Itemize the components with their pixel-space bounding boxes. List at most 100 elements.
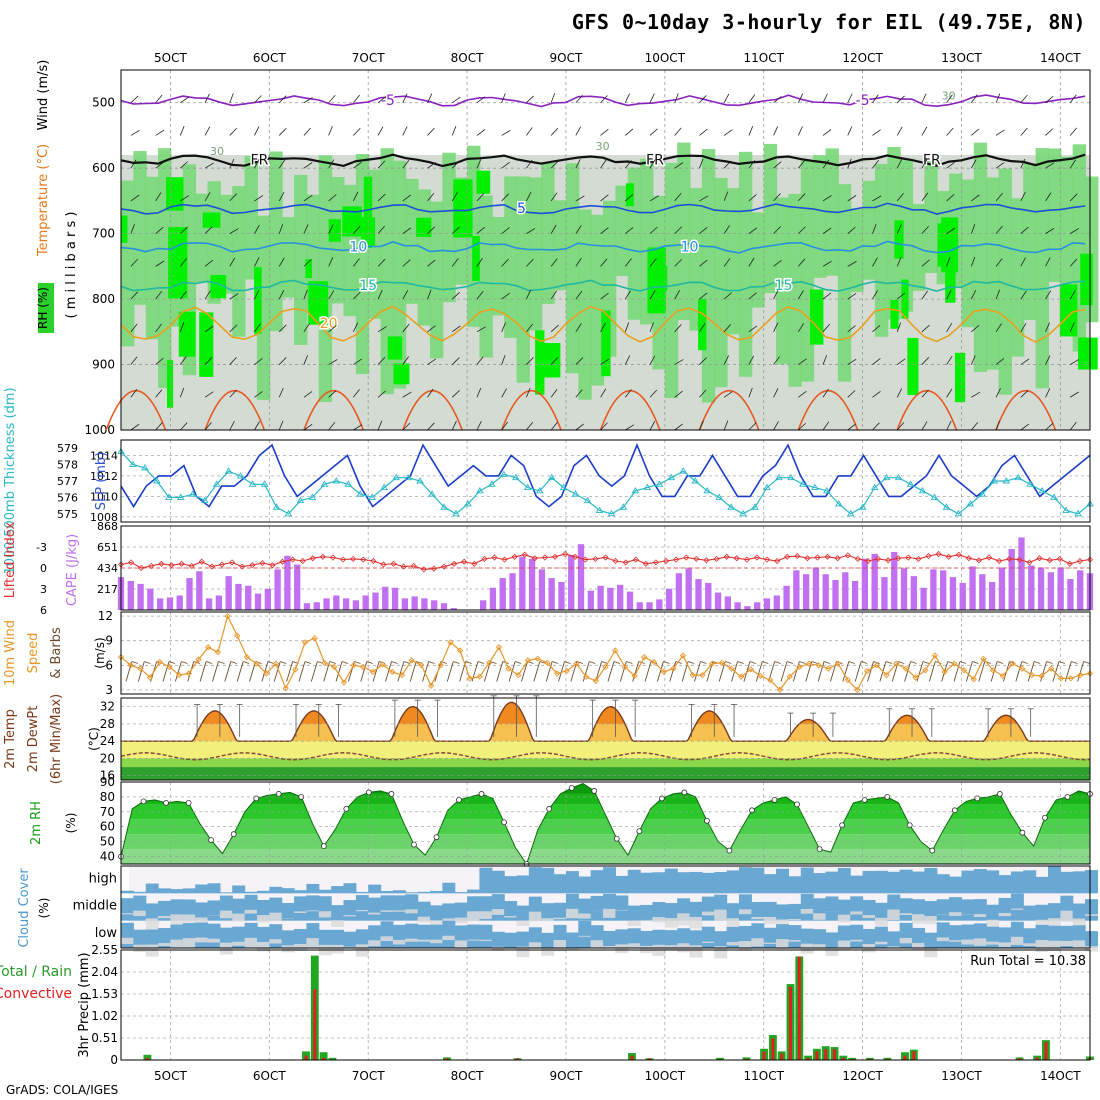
cloud-gap [1085, 914, 1099, 916]
cape-bar [196, 571, 203, 610]
wind-barb [748, 194, 757, 202]
wind-speed-point [699, 672, 706, 679]
cloud-cover-bar [776, 868, 790, 894]
wind-barb [230, 661, 237, 664]
cloud-cover-bar [998, 875, 1012, 894]
cloud-gap [405, 909, 419, 914]
cloud-cover-bar [479, 924, 493, 948]
thickness-point [607, 509, 616, 517]
cloud-gap [1072, 918, 1086, 928]
wind-barb [674, 127, 682, 136]
wind-barb [922, 661, 930, 664]
wind-barb [872, 129, 881, 136]
cloud-gap [182, 938, 196, 949]
wind-barb [229, 324, 238, 333]
cloud-gap [565, 947, 579, 951]
rh-moist-column [924, 154, 938, 274]
thickness-point [535, 486, 544, 494]
rh-moist-column [405, 178, 419, 304]
cape-bar [528, 558, 536, 610]
li-point [723, 553, 730, 560]
rh-moist-column [429, 201, 444, 359]
cloud-gap [454, 917, 468, 924]
wind-barb [385, 661, 392, 682]
wind-barb [179, 387, 185, 398]
wind-barb [451, 126, 457, 136]
cloud-cover-bar [1047, 866, 1061, 894]
wind-barb [624, 93, 630, 103]
cloud-gap [1035, 939, 1049, 953]
cloud-gap [256, 915, 270, 923]
rh-saturated-patch [254, 267, 262, 334]
wind-barb [278, 420, 284, 431]
precip-convective-bar [841, 1057, 845, 1060]
cape-bar [607, 587, 614, 610]
wind-barb [204, 391, 214, 398]
wind-barb [155, 260, 165, 267]
wind-barb [204, 126, 211, 136]
wind-barb [971, 325, 980, 333]
cloud-cover-bar [269, 924, 283, 948]
cloud-gap [800, 908, 814, 914]
wind-barb [180, 161, 189, 169]
cloud-gap [837, 914, 851, 923]
rh-saturated-patch [342, 206, 362, 237]
wind-barb [600, 128, 609, 136]
cloud-cover-bar [874, 870, 888, 894]
wind-barb [1020, 390, 1029, 398]
wind-barb [1045, 95, 1054, 104]
li-point [138, 564, 145, 572]
li-point [864, 557, 872, 565]
wind-barb [280, 661, 287, 664]
wind-barb [896, 126, 903, 136]
cloud-cover-bar [689, 871, 703, 894]
precip-total-bar [319, 1052, 328, 1060]
cloud-gap [1060, 910, 1074, 922]
cape-bar [930, 569, 937, 610]
li-point [249, 562, 256, 569]
wind-speed-point [534, 655, 541, 662]
wind-barb [422, 661, 430, 682]
wind-barb [817, 661, 825, 682]
wind-barb [811, 661, 818, 664]
cape-bar [137, 583, 144, 610]
cloud-gap [182, 914, 196, 926]
upper-air-frame [120, 69, 1091, 431]
wind-barb [204, 259, 214, 267]
wind-speed-point [922, 667, 929, 674]
wind-barb [749, 661, 757, 664]
wind-barb [970, 224, 976, 234]
cloud-cover-bar [145, 883, 159, 894]
wind-barb [427, 358, 437, 365]
rh-moist-column [738, 151, 753, 377]
wind-barb [970, 289, 977, 300]
wind-barb [453, 661, 460, 664]
wind-speed-point [515, 672, 522, 679]
wind-speed-point [486, 659, 493, 666]
cloud-cover-bar [355, 929, 369, 948]
wind-barb [582, 661, 590, 682]
wind-barb [402, 323, 410, 333]
cloud-cover-bar [368, 884, 382, 894]
rh-moist-column [837, 184, 852, 382]
li-point [309, 555, 316, 562]
wind-barb [625, 424, 635, 431]
precip-convective-bar [313, 989, 317, 1060]
wind-barb [1069, 322, 1075, 332]
wind-barb [427, 226, 436, 234]
cloud-cover-bar [998, 897, 1012, 921]
wind-barb [624, 389, 632, 398]
cape-bar [998, 567, 1006, 610]
wind-barb [501, 227, 510, 234]
cloud-cover-bar [701, 926, 715, 948]
wind-barb [822, 159, 830, 169]
wind-barb [978, 661, 986, 682]
cloud-gap [380, 910, 394, 912]
temp-band [121, 702, 1090, 724]
wind-barb [155, 389, 163, 398]
wind-barb [451, 292, 460, 300]
wind-barb [904, 661, 912, 682]
li-point [602, 554, 609, 561]
precip-convective-bar [1044, 1041, 1048, 1060]
isotherm-label: 10 [681, 239, 699, 255]
